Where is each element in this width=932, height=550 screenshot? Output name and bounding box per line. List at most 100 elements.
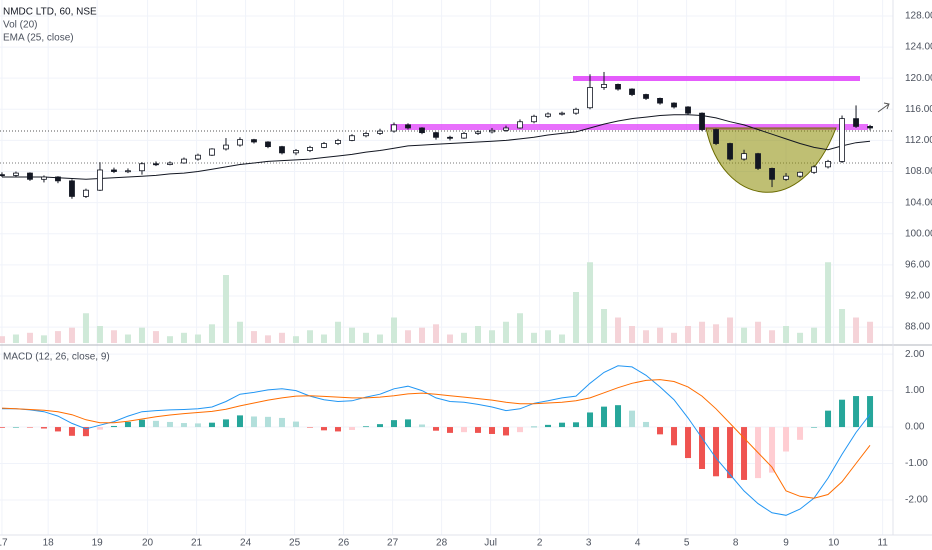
histogram-bar [853, 396, 860, 428]
volume-bar [601, 309, 608, 343]
candle-body [125, 170, 131, 173]
x-tick-label: 21 [191, 538, 203, 549]
candle-body [601, 84, 607, 88]
histogram-bar [250, 416, 257, 428]
resistance-zone [573, 76, 860, 81]
volume-bar [783, 326, 790, 343]
histogram-bar [82, 427, 89, 437]
histogram-bar [404, 419, 411, 428]
volume-bar [96, 326, 103, 343]
x-tick-label: 25 [289, 538, 301, 549]
x-tick-label: 19 [92, 538, 104, 549]
candle-body [783, 175, 789, 180]
volume-bar [685, 326, 692, 343]
candle-body [55, 176, 61, 182]
volume-bar [278, 332, 285, 343]
histogram-bar [12, 427, 19, 428]
histogram-bar [741, 427, 748, 480]
candle-body [489, 129, 495, 133]
histogram-bar [222, 419, 229, 428]
candle-body [153, 163, 159, 166]
volume-bar [166, 336, 173, 343]
candle-body [853, 118, 859, 127]
volume-bar [531, 332, 538, 343]
volume-bar [320, 334, 327, 343]
x-tick-label: 4 [635, 538, 641, 549]
histogram-bar [769, 427, 776, 473]
histogram-bar [517, 427, 524, 433]
volume-bar [26, 332, 33, 343]
macd-line [2, 365, 871, 516]
histogram-bar [292, 421, 299, 428]
candle-body [727, 143, 733, 160]
volume-bar [362, 332, 369, 343]
volume-bar [54, 331, 61, 343]
candle-body [0, 174, 5, 177]
candle-body [615, 84, 621, 90]
volume-bar [12, 334, 19, 343]
histogram-bar [559, 422, 566, 428]
volume-bar [573, 292, 580, 343]
histogram-bar [194, 423, 201, 428]
volume-bar [418, 327, 425, 343]
histogram-bar [54, 427, 61, 432]
volume-bar [797, 332, 804, 343]
candle-body [265, 141, 271, 148]
x-tick-label: Jul [484, 538, 497, 549]
volume-bar [124, 334, 131, 343]
histogram-bar [152, 420, 159, 428]
histogram-bar [839, 399, 846, 428]
macd-label: MACD (12, 26, close, 9) [3, 352, 110, 363]
histogram-bar [40, 427, 47, 429]
candle-body [209, 148, 215, 156]
volume-bar [82, 313, 89, 343]
y-tick-label: 100.00 [905, 228, 932, 239]
candle-body [363, 133, 369, 137]
histogram-bar [124, 421, 131, 428]
histogram-bar [348, 427, 355, 430]
candle-body [461, 133, 467, 139]
candle-body [573, 108, 579, 114]
candle-body [111, 169, 117, 172]
x-tick-label: 18 [43, 538, 55, 549]
histogram-bar [587, 412, 594, 428]
candle-body [587, 87, 593, 109]
x-tick-label: 3 [586, 538, 592, 549]
volume-bar [825, 262, 832, 343]
symbol-title: NMDC LTD, 60, NSE [3, 7, 97, 18]
y-tick-label: 128.00 [905, 11, 932, 22]
histogram-bar [629, 410, 636, 428]
volume-bar [489, 330, 496, 343]
volume-bar [811, 327, 818, 343]
candle-body [769, 168, 775, 180]
histogram-bar [180, 423, 187, 428]
y-tick-label: -1.00 [905, 458, 928, 469]
y-tick-label: 112.00 [905, 135, 932, 146]
volume-bar [376, 334, 383, 343]
histogram-bar [320, 427, 327, 431]
volume-bar [250, 331, 257, 343]
candle-body [741, 153, 747, 160]
histogram-bar [166, 421, 173, 428]
histogram-bar [68, 427, 75, 436]
candle-body [237, 139, 243, 146]
volume-bar [390, 317, 397, 343]
candle-body [825, 161, 831, 168]
candle-body [321, 143, 327, 148]
histogram-bar [867, 396, 874, 428]
histogram-bar [825, 410, 832, 428]
candle-body [797, 171, 803, 177]
histogram-bar [390, 420, 397, 428]
histogram-bar [264, 416, 271, 428]
volume-bar [475, 326, 482, 343]
volume-bar [208, 324, 215, 343]
y-tick-label: 120.00 [905, 73, 932, 84]
candle-body [447, 136, 453, 139]
volume-bar [334, 321, 341, 343]
histogram-bar [208, 422, 215, 428]
histogram-bar [657, 427, 664, 435]
candle-body [377, 130, 383, 134]
candle-body [405, 124, 411, 129]
